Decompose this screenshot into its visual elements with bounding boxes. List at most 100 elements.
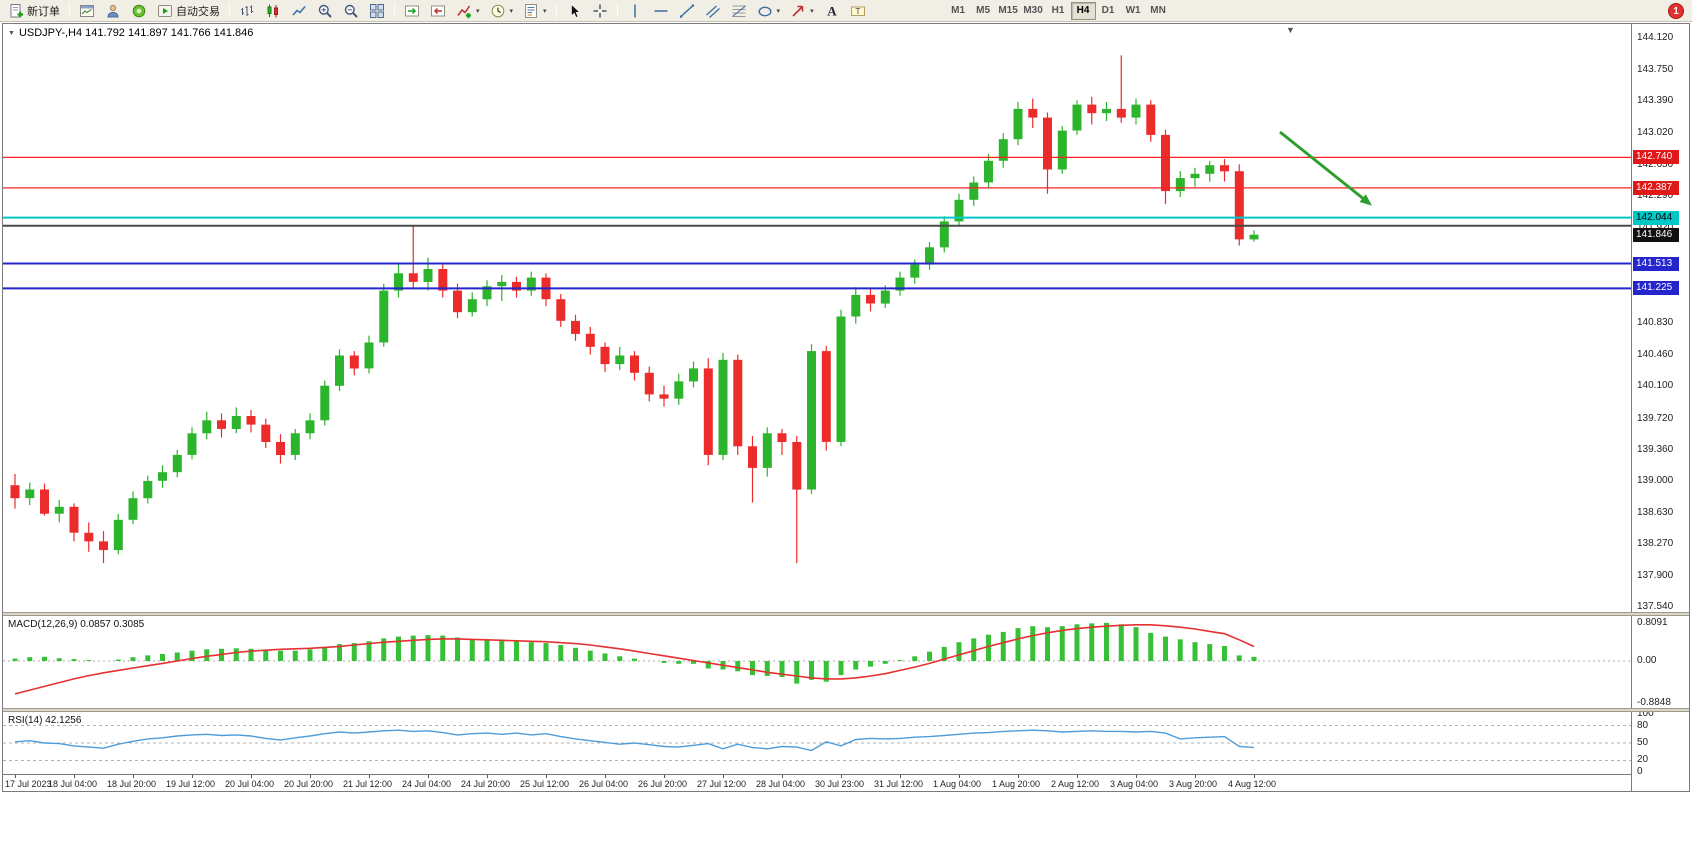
time-tick <box>1077 775 1078 778</box>
price-axis[interactable]: 144.120 143.750 143.390 143.020 142.650 142.2… <box>1631 24 1689 791</box>
price-tag-142.387[interactable]: 142.387 <box>1633 181 1679 195</box>
zoom-out-button[interactable] <box>338 1 364 21</box>
candle-body <box>703 368 713 455</box>
time-label: 20 Jul 20:00 <box>284 779 334 789</box>
candle-body <box>718 359 728 455</box>
price-tag-142.740[interactable]: 142.740 <box>1633 150 1679 164</box>
timeframe-w1-button[interactable]: W1 <box>1121 2 1146 20</box>
candle-body <box>1072 104 1082 131</box>
candle-body <box>143 480 153 499</box>
profiles-button[interactable] <box>100 1 126 21</box>
new-order-button[interactable]: 新订单 <box>3 1 65 21</box>
textA-icon: A <box>824 3 840 19</box>
rsi-pane[interactable] <box>3 712 1631 774</box>
time-axis[interactable]: 17 Jul 2023 18 Jul 04:00 18 Jul 20:00 19 Ju… <box>3 774 1631 791</box>
price-tag-141.225[interactable]: 141.225 <box>1633 281 1679 295</box>
autotrading-button[interactable]: 自动交易 <box>152 1 225 21</box>
vertical-line-button[interactable] <box>622 1 648 21</box>
price-tag-141.513[interactable]: 141.513 <box>1633 257 1679 271</box>
candle-body <box>998 139 1008 161</box>
text-label-button[interactable]: T <box>845 1 871 21</box>
bar-chart-button[interactable] <box>234 1 260 21</box>
chart-shift-button[interactable] <box>425 1 451 21</box>
pane-separator-rsi[interactable] <box>3 708 1689 712</box>
timeframe-m1-button[interactable]: M1 <box>946 2 971 20</box>
candle-body <box>630 355 639 373</box>
notification-badge[interactable]: 1 <box>1668 2 1684 19</box>
rsi-axis-tick: 20 <box>1637 754 1649 765</box>
candle-body <box>113 519 123 551</box>
candle-body <box>954 199 964 222</box>
timeframe-m30-button[interactable]: M30 <box>1021 2 1046 20</box>
timeframe-m15-button[interactable]: M15 <box>996 2 1021 20</box>
hline-icon <box>653 3 669 19</box>
line-chart-button[interactable] <box>286 1 312 21</box>
horizontal-line-button[interactable] <box>648 1 674 21</box>
timeframe-h1-button[interactable]: H1 <box>1046 2 1071 20</box>
fib-icon <box>731 3 747 19</box>
candle-body <box>1057 130 1067 170</box>
charts-button[interactable] <box>74 1 100 21</box>
auto-scroll-button[interactable] <box>399 1 425 21</box>
market-watch-button[interactable] <box>126 1 152 21</box>
autoscroll-icon <box>404 3 420 19</box>
indicator-icon <box>456 3 472 19</box>
tile-windows-button[interactable] <box>364 1 390 21</box>
candle-body <box>600 346 610 365</box>
candle-body <box>777 433 787 442</box>
macd-pane[interactable] <box>3 616 1631 708</box>
timeframe-mn-button[interactable]: MN <box>1146 2 1171 20</box>
play-green-icon <box>157 3 173 19</box>
time-label: 24 Jul 20:00 <box>461 779 511 789</box>
trendline-button[interactable] <box>674 1 700 21</box>
candle-body <box>821 351 831 442</box>
text-button[interactable]: A <box>819 1 845 21</box>
indicators-button[interactable]: ▾ <box>451 1 485 21</box>
timeframe-d1-button[interactable]: D1 <box>1096 2 1121 20</box>
timeframe-m5-button[interactable]: M5 <box>971 2 996 20</box>
chart-window: ▼ USDJPY-,H4 141.792 141.897 141.766 141.… <box>2 23 1690 792</box>
zoom-in-button[interactable] <box>312 1 338 21</box>
toolbar-separator <box>394 3 395 18</box>
price-tag-141.846[interactable]: 141.846 <box>1633 228 1679 242</box>
time-label: 3 Aug 04:00 <box>1110 779 1159 789</box>
chart-collapse-icon[interactable]: ▼ <box>8 30 15 37</box>
arrows-button[interactable]: ▾ <box>785 1 819 21</box>
shapes-button[interactable]: ▾ <box>752 1 786 21</box>
time-label: 24 Jul 04:00 <box>402 779 452 789</box>
candle-body <box>939 221 949 248</box>
rsi-label: RSI(14) 42.1256 <box>8 715 82 726</box>
rsi-axis-tick: 80 <box>1637 720 1649 731</box>
templates-button[interactable]: ▾ <box>518 1 552 21</box>
price-tick: 143.020 <box>1637 127 1674 138</box>
chart-shift-marker[interactable]: ▼ <box>1286 25 1295 35</box>
window-icon <box>79 3 95 19</box>
crosshair-button[interactable] <box>587 1 613 21</box>
time-tick <box>1195 775 1196 778</box>
price-tag-142.044[interactable]: 142.044 <box>1633 211 1679 225</box>
main-chart-pane[interactable] <box>3 24 1631 612</box>
time-label: 28 Jul 04:00 <box>756 779 806 789</box>
time-tick <box>487 775 488 778</box>
fibonacci-button[interactable] <box>726 1 752 21</box>
candle-body <box>733 359 743 447</box>
candle-body <box>99 541 108 551</box>
toolbar-separator <box>616 3 618 18</box>
equidistant-channel-button[interactable] <box>700 1 726 21</box>
time-tick <box>900 775 901 778</box>
pane-separator-macd[interactable] <box>3 612 1689 616</box>
arrow-annotation-line[interactable] <box>1279 130 1366 202</box>
time-tick <box>428 775 429 778</box>
candle-body <box>1131 104 1141 118</box>
periods-button[interactable]: ▾ <box>485 1 519 21</box>
candle-body <box>1220 165 1229 172</box>
candle-body <box>335 355 344 386</box>
time-label: 17 Jul 2023 <box>5 779 52 789</box>
time-tick <box>15 775 16 778</box>
candlestick-chart-button[interactable] <box>260 1 286 21</box>
timeframe-h4-button[interactable]: H4 <box>1070 1 1096 20</box>
cursor-button[interactable] <box>561 1 587 21</box>
candle-body <box>1146 104 1156 135</box>
time-label: 20 Jul 04:00 <box>225 779 275 789</box>
